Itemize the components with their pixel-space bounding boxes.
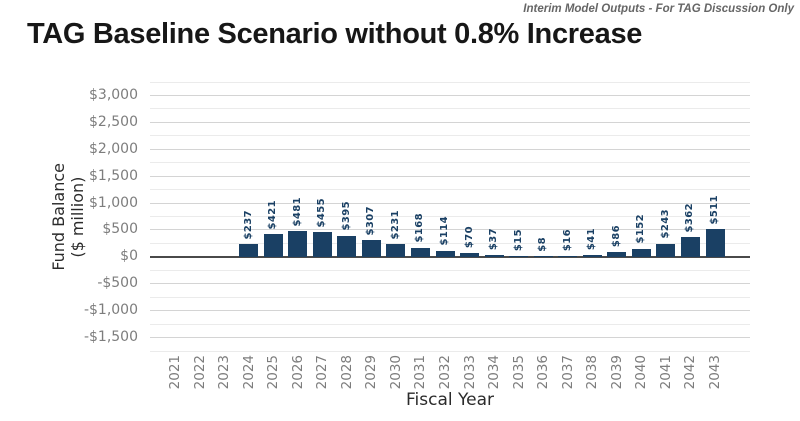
bar-value-label: $421 bbox=[267, 199, 279, 230]
bar-value-label: $362 bbox=[684, 202, 696, 233]
y-tick-label: $1,500 bbox=[89, 167, 138, 184]
bar-value-label: $307 bbox=[365, 205, 377, 236]
bar bbox=[558, 256, 578, 257]
minor-gridline bbox=[150, 216, 750, 217]
bar bbox=[239, 244, 259, 257]
bar bbox=[460, 253, 480, 257]
bar-value-label: $37 bbox=[488, 227, 500, 250]
bar-value-label: $152 bbox=[635, 214, 647, 244]
y-axis-tick-labels: $3,000 $2,500 $2,000 $1,500 $1,000 $500 $0 -$50… bbox=[0, 82, 138, 351]
x-tick-label: 2033 bbox=[461, 355, 478, 390]
x-tick-label: 2023 bbox=[216, 355, 233, 390]
x-tick-label: 2030 bbox=[387, 355, 404, 390]
bar bbox=[509, 256, 529, 257]
x-tick-label: 2043 bbox=[707, 355, 723, 390]
bar bbox=[410, 247, 430, 257]
minor-gridline bbox=[150, 162, 750, 164]
major-gridline bbox=[150, 148, 750, 150]
bar-value-label: $243 bbox=[659, 209, 671, 239]
bar-value-label: $481 bbox=[291, 196, 303, 226]
bar-value-label: $8 bbox=[537, 236, 549, 252]
bar-value-label: $231 bbox=[389, 209, 401, 240]
minor-gridline bbox=[150, 323, 750, 325]
bar-value-label: $511 bbox=[709, 194, 720, 225]
bar bbox=[337, 235, 357, 257]
minor-gridline bbox=[150, 108, 750, 110]
plot-area: $237 $421 $481 $455 $395 $307 $231 $168 $114 $70 $… bbox=[150, 81, 750, 352]
x-tick-label: 2031 bbox=[412, 355, 429, 390]
y-tick-label: $500 bbox=[102, 221, 138, 238]
x-tick-label: 2028 bbox=[338, 355, 355, 390]
y-tick-label: -$1,500 bbox=[83, 329, 138, 346]
y-tick-label: $0 bbox=[120, 248, 138, 265]
x-tick-label: 2039 bbox=[608, 355, 625, 390]
y-tick-label: $1,000 bbox=[89, 194, 138, 211]
bar-value-label: $41 bbox=[586, 227, 598, 250]
y-tick-label: -$1,000 bbox=[83, 302, 138, 319]
x-tick-label: 2034 bbox=[486, 355, 503, 390]
major-gridline bbox=[150, 229, 750, 231]
bar-value-label: $86 bbox=[610, 225, 622, 248]
bar bbox=[263, 234, 283, 257]
minor-gridline bbox=[150, 296, 750, 298]
bar-value-label: $455 bbox=[316, 197, 328, 228]
bar bbox=[312, 232, 332, 257]
x-tick-label: 2027 bbox=[314, 355, 331, 390]
x-axis-title: Fiscal Year bbox=[405, 390, 494, 410]
x-tick-label: 2040 bbox=[633, 355, 650, 390]
x-tick-label: 2037 bbox=[559, 355, 576, 390]
disclaimer-note: Interim Model Outputs - For TAG Discussi… bbox=[523, 3, 794, 15]
major-gridline bbox=[150, 283, 750, 285]
bar bbox=[484, 254, 504, 257]
major-gridline bbox=[150, 175, 750, 177]
bar bbox=[656, 243, 676, 257]
minor-gridline bbox=[150, 81, 750, 83]
bar-value-label: $168 bbox=[414, 213, 426, 243]
bar bbox=[582, 254, 602, 257]
bar bbox=[288, 230, 308, 257]
bar-value-label: $16 bbox=[561, 228, 573, 251]
minor-gridline bbox=[150, 135, 750, 137]
page-title: TAG Baseline Scenario without 0.8% Incre… bbox=[27, 18, 643, 50]
x-tick-label: 2032 bbox=[437, 355, 453, 390]
x-tick-label: 2024 bbox=[240, 355, 257, 390]
bar bbox=[631, 248, 651, 257]
minor-gridline bbox=[150, 269, 750, 271]
minor-gridline bbox=[150, 350, 750, 352]
y-tick-label: $3,000 bbox=[89, 86, 138, 103]
x-tick-label: 2025 bbox=[265, 355, 282, 390]
bar bbox=[607, 252, 627, 257]
x-tick-label: 2021 bbox=[167, 355, 183, 390]
x-tick-label: 2035 bbox=[510, 355, 527, 390]
x-tick-label: 2026 bbox=[289, 355, 306, 390]
x-tick-label: 2041 bbox=[657, 355, 674, 390]
major-gridline bbox=[150, 121, 750, 123]
bar bbox=[361, 240, 381, 257]
x-tick-label: 2038 bbox=[584, 355, 601, 390]
x-tick-label: 2042 bbox=[682, 355, 699, 390]
bar bbox=[386, 244, 406, 257]
minor-gridline bbox=[150, 189, 750, 191]
x-tick-label: 2036 bbox=[535, 355, 552, 390]
minor-gridline bbox=[150, 242, 750, 244]
bar-value-label: $395 bbox=[340, 201, 352, 231]
major-gridline bbox=[150, 310, 750, 312]
y-tick-label: $2,000 bbox=[89, 140, 138, 157]
bar bbox=[435, 250, 455, 257]
bar bbox=[680, 237, 700, 257]
major-gridline bbox=[150, 202, 750, 204]
y-tick-label: $2,500 bbox=[89, 113, 138, 130]
bar-value-label: $15 bbox=[512, 228, 524, 252]
bar-value-label: $114 bbox=[439, 216, 450, 246]
major-gridline bbox=[150, 337, 750, 339]
major-gridline bbox=[150, 94, 750, 96]
y-tick-label: -$500 bbox=[97, 275, 138, 292]
x-tick-label: 2029 bbox=[363, 355, 380, 390]
bar bbox=[705, 229, 725, 257]
bar-value-label: $237 bbox=[242, 209, 254, 240]
bar-value-label: $70 bbox=[463, 226, 475, 249]
x-tick-label: 2022 bbox=[191, 355, 208, 390]
